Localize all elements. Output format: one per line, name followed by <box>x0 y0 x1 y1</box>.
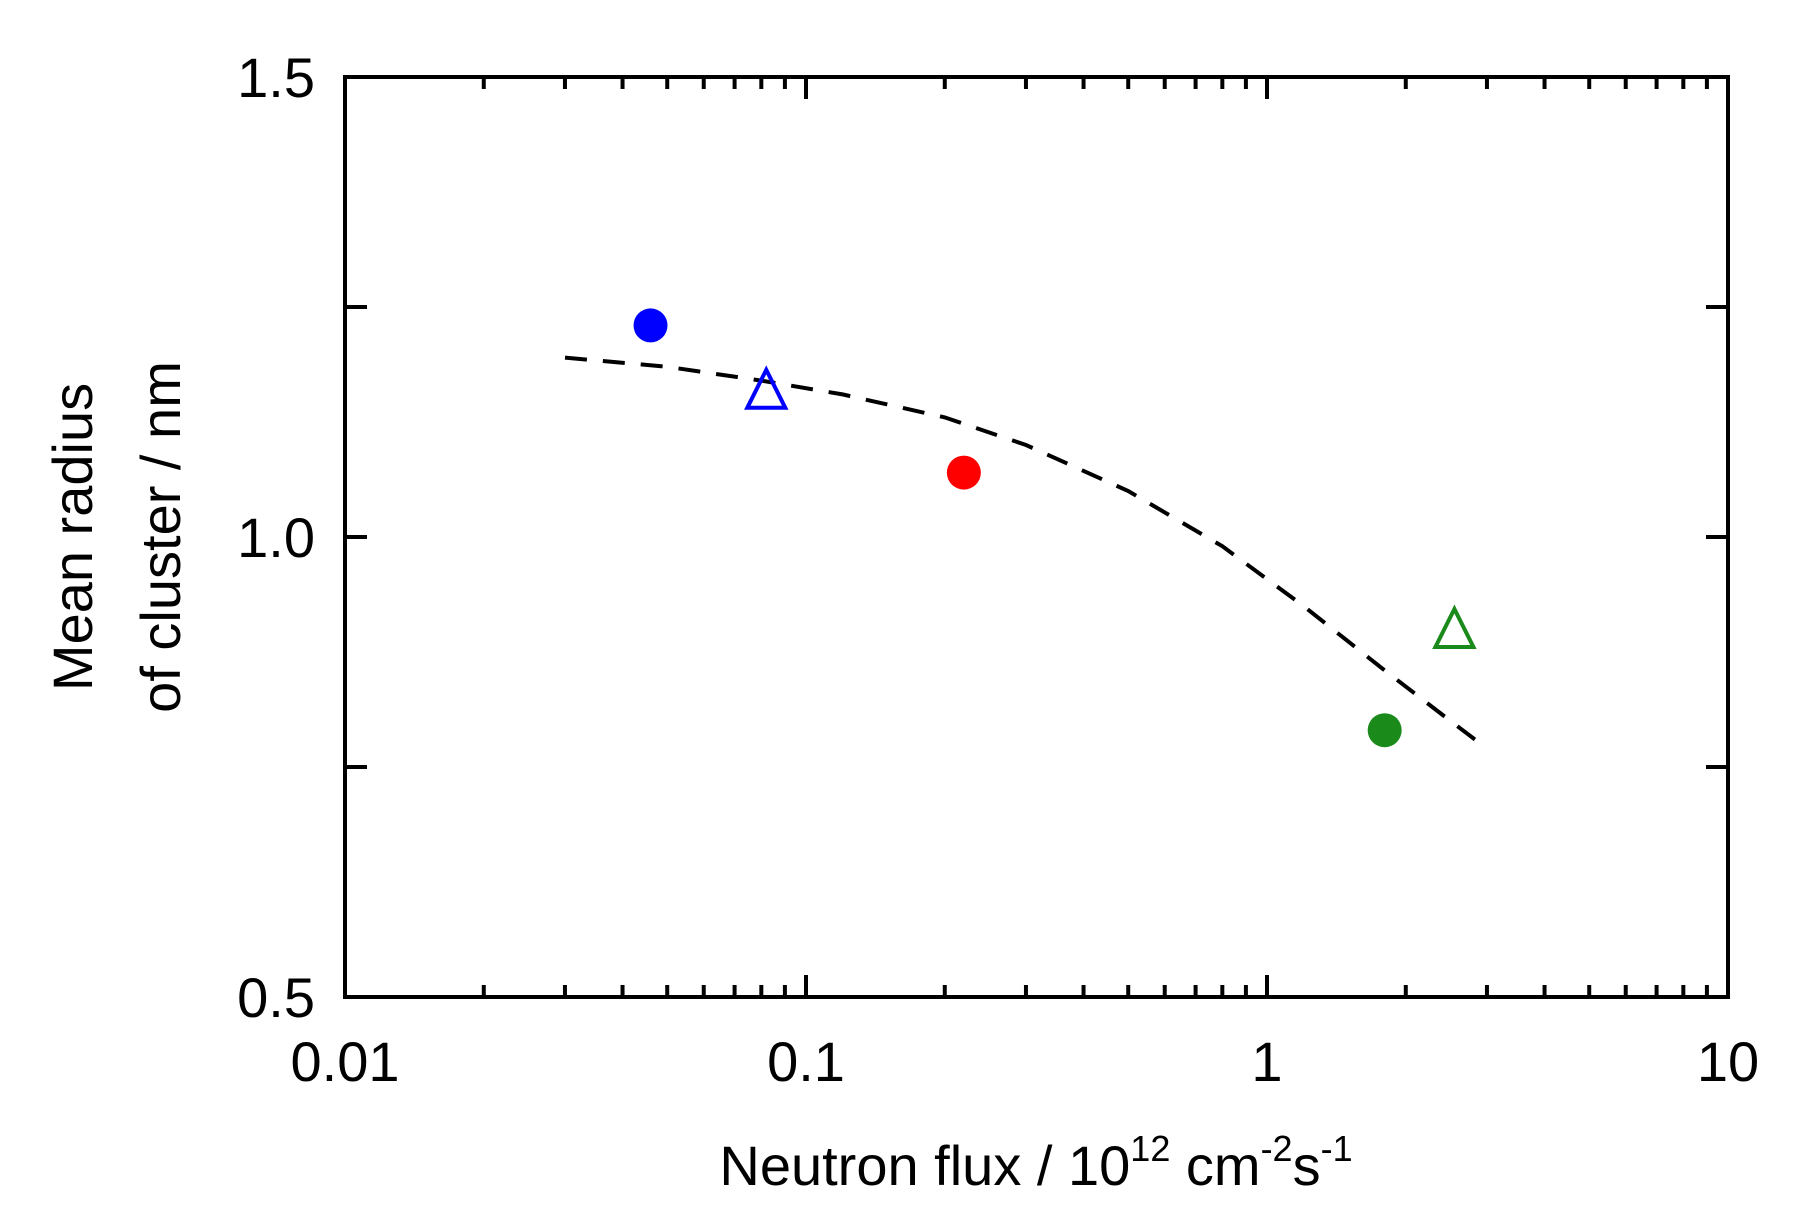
data-point-circle <box>633 308 668 343</box>
y-axis-ticks <box>345 305 1728 769</box>
x-tick-label: 10 <box>1697 1030 1759 1093</box>
data-point-triangle <box>1432 604 1477 649</box>
y-tick-label: 1.5 <box>237 46 315 109</box>
y-axis-title-line2: of cluster / nm <box>129 361 192 713</box>
y-tick-label: 1.0 <box>237 506 315 569</box>
x-axis-title: Neutron flux / 1012 cm-2s-1 <box>719 1128 1352 1197</box>
y-tick-label: 0.5 <box>237 966 315 1029</box>
data-point-circle <box>946 455 981 490</box>
y-axis-tick-labels: 0.5 1.0 1.5 <box>237 46 315 1029</box>
data-point-triangle <box>744 365 789 410</box>
x-tick-label: 0.01 <box>291 1030 400 1093</box>
plot-frame <box>343 75 1730 999</box>
fit-curve-line <box>564 355 1489 751</box>
x-tick-label: 0.1 <box>767 1030 845 1093</box>
y-axis-title-line1: Mean radius <box>41 383 104 691</box>
x-axis-ticks <box>481 77 1709 997</box>
x-axis-tick-labels: 0.01 0.1 1 10 <box>291 1030 1760 1093</box>
data-points <box>633 308 1477 748</box>
x-tick-label: 1 <box>1251 1030 1282 1093</box>
data-point-circle <box>1367 713 1402 748</box>
